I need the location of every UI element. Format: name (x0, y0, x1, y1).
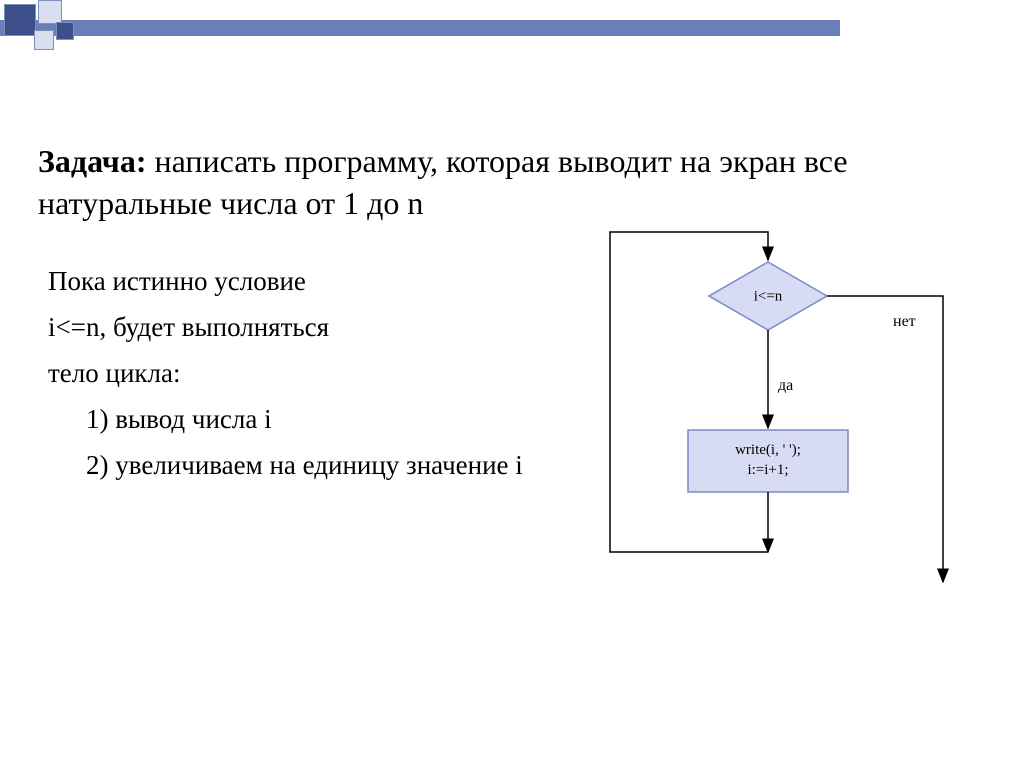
flowchart-diagram: i<=n да нет write(i, ' '); i:=i+1; (598, 212, 998, 632)
process-label-1: write(i, ' '); (735, 442, 801, 458)
decision-label: i<=n (754, 288, 783, 304)
condition-text: i<=n (48, 312, 99, 342)
task-body: написать программу, которая выводит на э… (38, 143, 848, 221)
explain-line-2b: , будет выполняться (99, 312, 329, 342)
process-node (688, 430, 848, 492)
edge-yes-label: да (778, 377, 793, 394)
header-square-medium (38, 0, 62, 24)
explain-step-1: 1) вывод числа i (48, 396, 548, 442)
edge-loopback-top (610, 232, 768, 260)
explain-step-2: 2) увеличиваем на единицу значение i (48, 442, 548, 488)
header-square-small-1 (34, 30, 54, 50)
task-label: Задача: (38, 143, 147, 179)
explanation-block: Пока истинно условие i<=n, будет выполня… (48, 258, 548, 488)
header-bar (0, 20, 840, 36)
explain-line-2: i<=n, будет выполняться (48, 304, 548, 350)
explain-line-3: тело цикла: (48, 350, 548, 396)
process-label-2: i:=i+1; (747, 462, 788, 478)
edge-no-label: нет (893, 313, 916, 330)
explain-line-1: Пока истинно условие (48, 258, 548, 304)
header-square-large (4, 4, 36, 36)
header-square-small-2 (56, 22, 74, 40)
